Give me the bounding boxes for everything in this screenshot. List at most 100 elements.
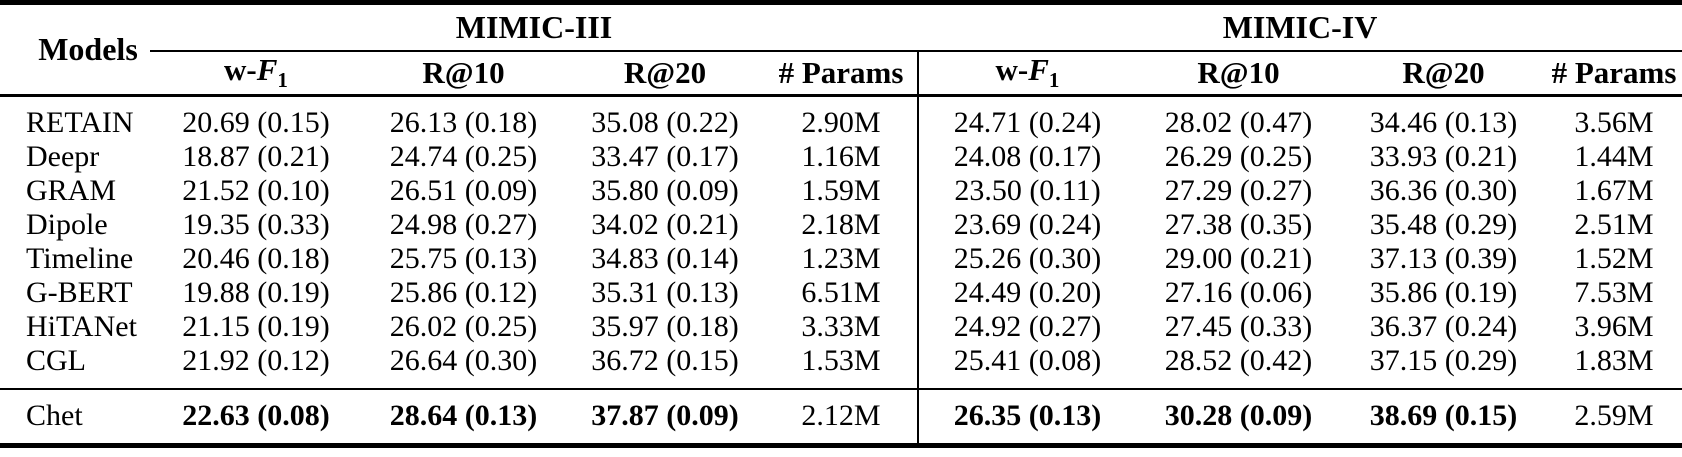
- wf1-prefix: w-: [224, 52, 257, 88]
- metric-header-row: w-F1 R@10 R@20 # Params w-F1 R@10 R@20 #…: [0, 50, 1682, 97]
- group-header-row: Models MIMIC-III MIMIC-IV: [0, 0, 1682, 97]
- metric-value: 34.83 (0.14): [591, 242, 739, 275]
- metric-value: 20.46 (0.18): [182, 242, 330, 275]
- params-value: 3.96M: [1574, 310, 1654, 343]
- metric-value: 25.86 (0.12): [389, 276, 538, 309]
- metric-value: 25.26 (0.30): [953, 242, 1102, 275]
- params-value: 1.67M: [1574, 174, 1654, 207]
- metric-value: 34.02 (0.21): [591, 208, 739, 241]
- params-value: 1.52M: [1574, 242, 1654, 275]
- metric-value: 24.98 (0.27): [389, 208, 538, 241]
- params-value: 1.53M: [765, 344, 919, 389]
- metric-value: 36.36 (0.30): [1369, 174, 1518, 207]
- table-row: Timeline 20.46 (0.18) 25.75 (0.13) 34.83 (0…: [0, 242, 1682, 276]
- model-name: G-BERT: [26, 276, 133, 309]
- metric-value: 26.02 (0.25): [389, 310, 538, 343]
- params-value: 2.59M: [1546, 388, 1682, 448]
- wf1-subscript: 1: [1048, 68, 1060, 93]
- metric-value: 26.51 (0.09): [389, 174, 538, 207]
- table-row: Deepr 18.87 (0.21) 24.74 (0.25) 33.47 (0.17…: [0, 140, 1682, 174]
- params-value: 1.83M: [1574, 344, 1654, 377]
- model-name: CGL: [26, 344, 86, 377]
- table-row: CGL 21.92 (0.12) 26.64 (0.30) 36.72 (0.15) 1…: [0, 344, 1682, 389]
- params-value: 6.51M: [765, 276, 919, 310]
- metric-value: 26.13 (0.18): [389, 106, 538, 139]
- metric-header-r20-mimic4: R@20: [1341, 50, 1546, 97]
- metric-value: 27.38 (0.35): [1164, 208, 1313, 241]
- metric-value: 30.28 (0.09): [1136, 388, 1341, 448]
- params-value: 3.33M: [765, 310, 919, 344]
- metric-value: 33.93 (0.21): [1369, 140, 1518, 173]
- metric-value: 35.48 (0.29): [1369, 208, 1518, 241]
- metric-value: 21.92 (0.12): [182, 344, 330, 377]
- params-value: 3.56M: [1574, 106, 1654, 139]
- metric-value: 38.69 (0.15): [1341, 388, 1546, 448]
- metric-value: 37.15 (0.29): [1369, 344, 1518, 377]
- metric-value: 36.72 (0.15): [591, 344, 739, 377]
- table-row: G-BERT 19.88 (0.19) 25.86 (0.12) 35.31 (0.1…: [0, 276, 1682, 310]
- metric-value: 26.35 (0.13): [918, 388, 1136, 448]
- metric-value: 18.87 (0.21): [182, 140, 330, 173]
- metric-value: 35.08 (0.22): [591, 106, 739, 139]
- metric-value: 25.41 (0.08): [953, 344, 1102, 377]
- metric-header-params-mimic4: # Params: [1546, 50, 1682, 97]
- metric-value: 33.47 (0.17): [591, 140, 739, 173]
- metric-header-r10-mimic3: R@10: [362, 50, 565, 97]
- model-name: Deepr: [26, 140, 100, 173]
- metric-value: 26.29 (0.25): [1164, 140, 1313, 173]
- metric-header-params-mimic3: # Params: [765, 50, 919, 97]
- metric-value: 24.74 (0.25): [389, 140, 538, 173]
- highlight-row: Chet 22.63 (0.08) 28.64 (0.13) 37.87 (0.09)…: [0, 388, 1682, 448]
- params-value: 1.44M: [1574, 140, 1654, 173]
- baseline-rows: RETAIN 20.69 (0.15) 26.13 (0.18) 35.08 (0.2…: [0, 95, 1682, 389]
- group-header-mimic-iii: MIMIC-III: [150, 0, 918, 52]
- metric-value: 35.97 (0.18): [591, 310, 739, 343]
- params-value: 1.23M: [765, 242, 919, 276]
- table-header: Models MIMIC-III MIMIC-IV w-F1 R@10 R@20…: [0, 0, 1682, 97]
- wf1-prefix: w-: [995, 52, 1029, 88]
- metric-header-wf1-mimic4: w-F1: [918, 50, 1136, 97]
- params-value: 2.90M: [765, 95, 919, 140]
- metric-value: 24.92 (0.27): [953, 310, 1102, 343]
- metric-value: 23.69 (0.24): [953, 208, 1102, 241]
- table-row: Dipole 19.35 (0.33) 24.98 (0.27) 34.02 (0.2…: [0, 208, 1682, 242]
- metric-value: 37.13 (0.39): [1369, 242, 1518, 275]
- wf1-symbol: F: [1028, 52, 1049, 88]
- table-row: HiTANet 21.15 (0.19) 26.02 (0.25) 35.97 (0.…: [0, 310, 1682, 344]
- metric-value: 27.16 (0.06): [1164, 276, 1313, 309]
- model-name: HiTANet: [26, 310, 137, 343]
- metric-header-wf1-mimic3: w-F1: [150, 50, 362, 97]
- params-value: 1.59M: [765, 174, 919, 208]
- metric-value: 28.52 (0.42): [1164, 344, 1313, 377]
- metric-value: 24.49 (0.20): [953, 276, 1102, 309]
- metric-value: 36.37 (0.24): [1369, 310, 1518, 343]
- metric-value: 21.52 (0.10): [182, 174, 330, 207]
- metric-value: 37.87 (0.09): [565, 388, 765, 448]
- params-value: 2.18M: [765, 208, 919, 242]
- params-value: 2.12M: [765, 388, 919, 448]
- metric-value: 23.50 (0.11): [954, 174, 1101, 207]
- metric-value: 35.80 (0.09): [591, 174, 739, 207]
- metric-header-r10-mimic4: R@10: [1136, 50, 1341, 97]
- metric-value: 24.71 (0.24): [953, 106, 1102, 139]
- group-header-mimic-iv: MIMIC-IV: [918, 0, 1682, 52]
- model-name: Timeline: [26, 242, 134, 275]
- metric-value: 28.02 (0.47): [1164, 106, 1313, 139]
- wf1-symbol: F: [256, 52, 278, 88]
- metric-value: 34.46 (0.13): [1369, 106, 1518, 139]
- wf1-subscript: 1: [277, 68, 288, 93]
- metric-value: 25.75 (0.13): [389, 242, 538, 275]
- metric-value: 24.08 (0.17): [953, 140, 1102, 173]
- metric-value: 19.88 (0.19): [182, 276, 330, 309]
- metric-value: 35.31 (0.13): [591, 276, 739, 309]
- metric-value: 27.45 (0.33): [1164, 310, 1313, 343]
- metric-header-r20-mimic3: R@20: [565, 50, 765, 97]
- metric-value: 29.00 (0.21): [1164, 242, 1313, 275]
- model-name: GRAM: [26, 174, 117, 207]
- metric-value: 26.64 (0.30): [389, 344, 538, 377]
- metric-value: 21.15 (0.19): [182, 310, 330, 343]
- highlight-rows: Chet 22.63 (0.08) 28.64 (0.13) 37.87 (0.09)…: [0, 388, 1682, 448]
- model-name: RETAIN: [26, 106, 134, 139]
